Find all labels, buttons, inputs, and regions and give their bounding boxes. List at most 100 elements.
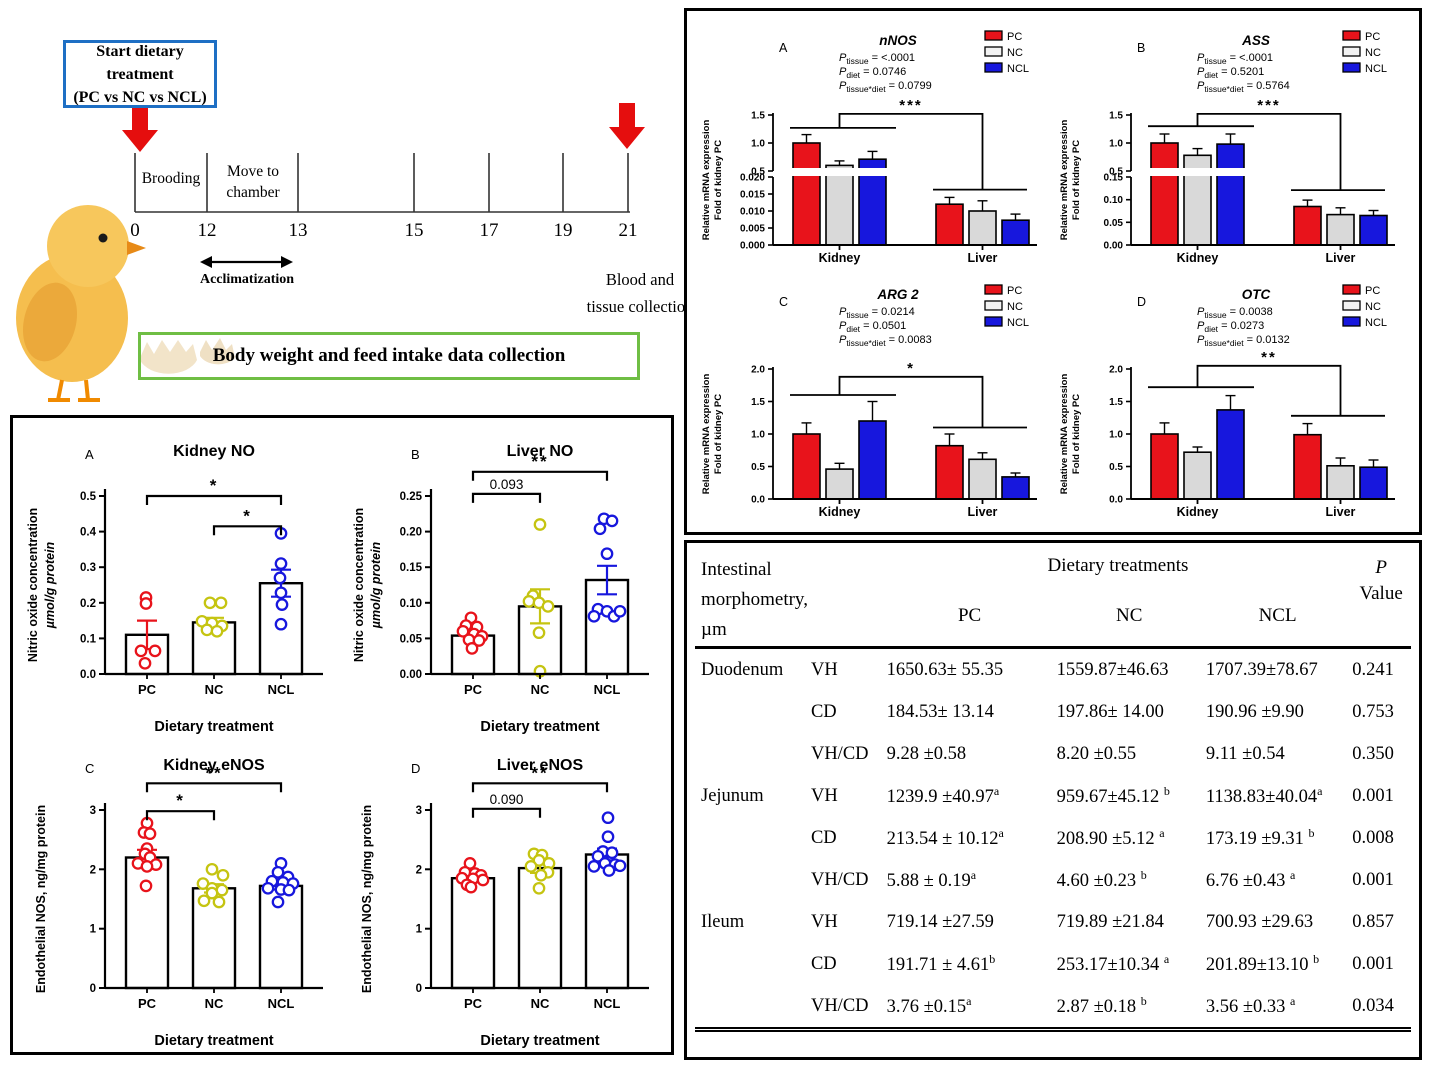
svg-text:Fold of kidney PC: Fold of kidney PC: [1071, 140, 1082, 220]
chart-ASS: 0.5 1.0 1.5 0.00 0.05 0.10 0.15 Kidney Liver *** A…: [1059, 30, 1395, 265]
significance-stars: **: [1261, 349, 1277, 366]
significance-brackets: ***: [145, 763, 283, 821]
organ-cell: [695, 691, 809, 733]
svg-text:Ptissue*diet = 0.0132: Ptissue*diet = 0.0132: [1197, 334, 1290, 348]
svg-text:NCL: NCL: [594, 682, 621, 697]
legend: PC NC NCL: [1342, 30, 1387, 75]
start-treatment-box: Start dietary treatment (PC vs NC vs NCL…: [63, 40, 217, 108]
panel-letter: B: [1137, 41, 1145, 55]
svg-text:0.5: 0.5: [751, 167, 765, 178]
svg-text:**: **: [531, 452, 548, 471]
svg-text:NC: NC: [1007, 301, 1023, 313]
svg-text:NC: NC: [1007, 47, 1023, 59]
x-category-labels: Kidney Liver: [819, 505, 998, 519]
svg-text:Ptissue = <.0001: Ptissue = <.0001: [839, 52, 915, 66]
x-category-labels: PC NC NCL: [464, 682, 620, 697]
svg-text:1.5: 1.5: [1109, 111, 1123, 122]
legend: PC NC NCL: [984, 284, 1029, 329]
data-points: [455, 811, 627, 895]
value-cell: 184.53± 13.14: [886, 701, 994, 722]
svg-text:PC: PC: [138, 682, 157, 697]
x-axis-label: Dietary treatment: [480, 1033, 599, 1049]
svg-text:Kidney: Kidney: [819, 251, 861, 265]
svg-text:2.0: 2.0: [751, 365, 765, 376]
svg-text:NCL: NCL: [1365, 63, 1387, 75]
svg-text:0.2: 0.2: [80, 598, 96, 610]
svg-text:Fold of kidney PC: Fold of kidney PC: [713, 140, 724, 220]
y-axis-label: Nitric oxide concentration µmol/g protein: [26, 508, 57, 662]
value-cell: 1707.39±78.67: [1205, 659, 1318, 680]
y-tick-labels: 0.0 0.5 1.0 1.5 2.0: [751, 365, 773, 506]
y-tick-labels: 0.0 0.1 0.2 0.3 0.4 0.5: [80, 491, 105, 681]
measure-cell: VH: [810, 785, 838, 806]
liver-enos-chart: 0 1 2 3 ** 0.090 Liver eNOS D PC NC NCL Dietary tre…: [343, 740, 667, 1059]
organ-cell: Duodenum: [701, 659, 784, 680]
move-to-chamber-label: Move to chamber: [226, 163, 280, 201]
value-cell: 719.14 ±27.59: [886, 911, 994, 932]
axes: [429, 489, 649, 679]
svg-text:NC: NC: [1365, 47, 1381, 59]
value-cell: 1138.83±40.04a: [1205, 783, 1323, 808]
svg-text:Kidney: Kidney: [1177, 505, 1219, 519]
chart-title: ARG 2: [876, 287, 919, 302]
svg-text:0.05: 0.05: [400, 633, 423, 645]
legend: PC NC NCL: [984, 30, 1029, 75]
svg-text:1.5: 1.5: [751, 111, 765, 122]
organ-cell: Ileum: [701, 911, 745, 932]
x-category-labels: PC NC NCL: [464, 996, 620, 1011]
svg-text:NC: NC: [205, 996, 224, 1011]
mean-bars: [450, 578, 630, 676]
value-cell: 8.20 ±0.55: [1056, 743, 1137, 764]
svg-text:*: *: [176, 791, 185, 810]
table-header-nc: NC: [1116, 604, 1143, 626]
svg-text:PC: PC: [464, 682, 483, 697]
x-category-labels: Kidney Liver: [819, 251, 998, 265]
panel-letter: A: [779, 41, 788, 55]
tick-day-12: 12: [197, 220, 217, 241]
svg-text:PC: PC: [138, 996, 157, 1011]
value-cell: 173.19 ±9.31 b: [1205, 825, 1315, 850]
chart-title: OTC: [1242, 287, 1271, 302]
svg-text:0.3: 0.3: [80, 562, 96, 574]
value-cell: 9.28 ±0.58: [886, 743, 967, 764]
data-points: [131, 816, 300, 909]
value-cell: 197.86± 14.00: [1056, 701, 1164, 722]
panel-letter: D: [1137, 295, 1146, 309]
x-axis-label: Dietary treatment: [480, 719, 599, 735]
chart-OTC: 0.0 0.5 1.0 1.5 2.0 Kidney Liver ** OTC D Ptissue …: [1059, 284, 1395, 519]
pvalue-cell: 0.001: [1352, 869, 1394, 890]
svg-text:NCL: NCL: [1007, 63, 1029, 75]
svg-text:µmol/g protein: µmol/g protein: [43, 541, 57, 629]
svg-text:0.000: 0.000: [740, 241, 765, 252]
no-enos-panel: 0.0 0.1 0.2 0.3 0.4 0.5 * * Kidney NO A PC NC NCL Die…: [10, 415, 674, 1055]
svg-text:NC: NC: [205, 682, 224, 697]
value-cell: 2.87 ±0.18 b: [1054, 985, 1204, 1032]
pvalue-cell: 0.008: [1352, 827, 1394, 848]
organ-cell: [695, 943, 809, 985]
value-cell: 959.67±45.12 b: [1056, 783, 1170, 808]
y-axis-label: Relative mRNA expression Fold of kidney P…: [701, 120, 724, 241]
svg-text:0.093: 0.093: [490, 477, 524, 492]
measure-cell: VH: [810, 659, 838, 680]
chart-title: Kidney NO: [173, 443, 255, 460]
brooding-label: Brooding: [141, 170, 201, 187]
chart-liver-enos: 0 1 2 3 ** 0.090 Liver eNOS D PC NC NCL Dietary tre…: [360, 757, 649, 1049]
significance-bracket: [790, 113, 1027, 191]
measure-cell: VH/CD: [810, 869, 869, 890]
svg-text:NCL: NCL: [268, 996, 295, 1011]
svg-text:0.005: 0.005: [740, 224, 765, 235]
value-cell: 4.60 ±0.23 b: [1056, 867, 1147, 892]
liver-bars: [935, 433, 1030, 500]
svg-text:NCL: NCL: [594, 996, 621, 1011]
liver-bars: [1293, 199, 1388, 246]
gene-expression-panel: 0.5 1.0 1.5 0.000 0.005 0.010 0.015 0.020 Kidney…: [684, 8, 1422, 535]
chart-title: Kidney eNOS: [163, 757, 265, 774]
svg-text:0: 0: [416, 983, 422, 995]
table-row: VH/CD 9.28 ±0.58 8.20 ±0.55 9.11 ±0.54 0.350: [695, 733, 1411, 775]
value-cell: 700.93 ±29.63: [1205, 911, 1314, 932]
pvalue-cell: 0.001: [1352, 785, 1394, 806]
svg-text:0.10: 0.10: [400, 598, 422, 610]
value-cell: 191.71 ± 4.61b: [886, 951, 996, 976]
